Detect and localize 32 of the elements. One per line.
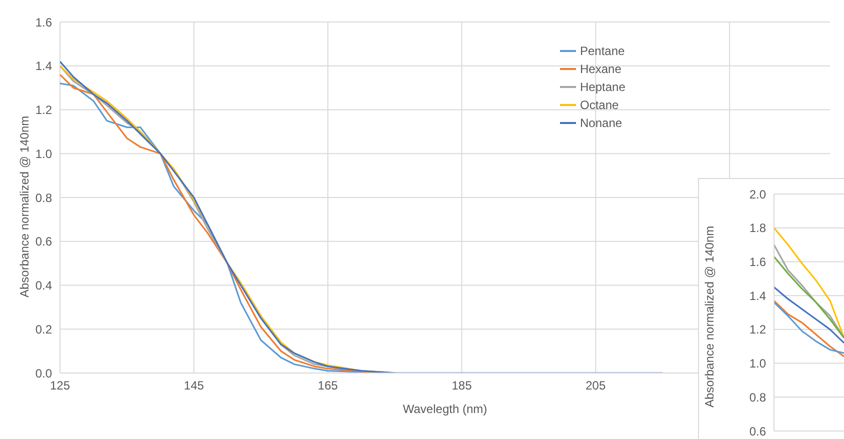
y-tick-label: 0.0: [35, 366, 52, 380]
x-tick-label: 185: [452, 378, 472, 393]
y-tick-label: 0.8: [749, 390, 766, 404]
y-tick-label: 1.8: [749, 221, 766, 236]
y-tick-label: 1.2: [749, 322, 766, 337]
line-series: [773, 286, 844, 344]
y-tick-label: 1.6: [749, 254, 766, 269]
y-tick-label: 0.8: [35, 190, 52, 205]
y-tick-label: 1.0: [35, 146, 52, 161]
y-axis-title: Absorbance normalized @ 140nm: [702, 226, 716, 408]
legend-label: Octane: [580, 98, 619, 112]
legend-label: Heptane: [580, 80, 626, 94]
y-tick-label: 1.6: [35, 15, 52, 30]
y-axis-title: Absorbance normalized @ 140nm: [17, 116, 32, 298]
x-axis-title: Wavelegth (nm): [402, 402, 488, 416]
y-tick-label: 1.4: [35, 59, 52, 74]
x-tick-label: 125: [50, 378, 70, 393]
y-tick-label: 2.0: [749, 187, 766, 202]
x-tick-label: 165: [318, 378, 338, 393]
y-tick-label: 0.2: [35, 322, 52, 336]
y-tick-label: 1.4: [749, 288, 766, 303]
x-tick-label: 145: [184, 378, 204, 393]
y-tick-label: 0.6: [749, 424, 766, 438]
legend-label: Hexane: [580, 62, 622, 76]
line-series: [60, 60, 664, 373]
legend-label: Pentane: [580, 44, 625, 58]
legend-label: Nonane: [580, 116, 622, 130]
x-tick-label: 205: [586, 378, 606, 393]
y-tick-label: 1.2: [35, 103, 52, 118]
y-tick-label: 1.0: [749, 356, 766, 371]
y-tick-label: 0.4: [35, 278, 52, 293]
y-tick-label: 0.6: [35, 234, 52, 249]
